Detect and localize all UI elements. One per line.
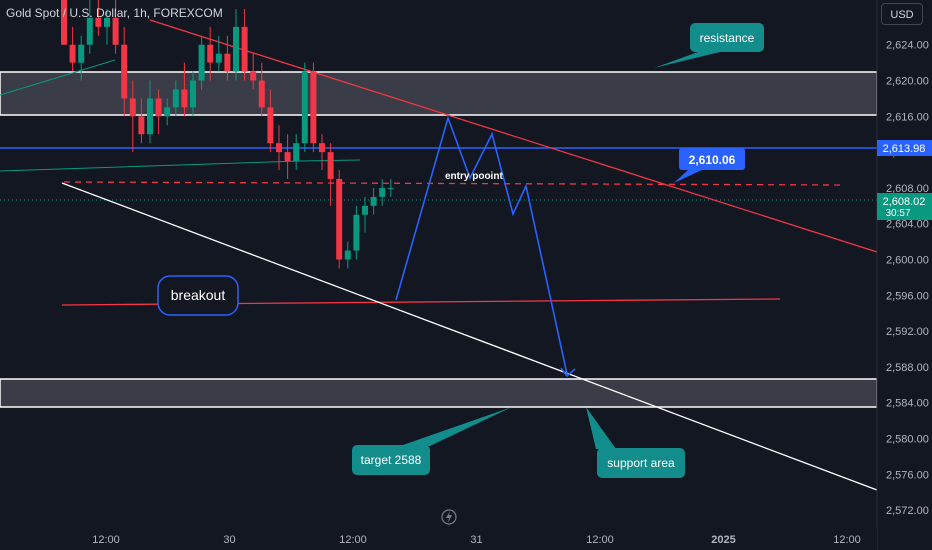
support-zone [0,378,878,408]
candle-body [104,17,110,27]
price-tick-label: 2,584.00 [886,398,929,410]
candle-body [172,89,179,108]
blue-value-callout[interactable]: 2,610.06 [674,148,745,183]
time-axis[interactable] [0,528,877,550]
time-tick-label: 12:00 [92,534,120,546]
candle-body [215,53,222,63]
price-tick-label: 2,624.00 [886,40,929,52]
candle-body [310,71,317,144]
blue-price-tag-text: 2,613.98 [883,143,926,155]
candle-body [121,44,128,99]
price-tick-label: 2,608.00 [886,183,929,195]
price-tick-label: 2,620.00 [886,76,929,88]
candle-body [387,187,394,189]
price-tick-label: 2,596.00 [886,290,929,302]
candle-body [241,26,248,72]
candle-body [129,98,136,117]
projection-path [395,115,568,375]
current-price-tag-text: 2,608.02 [883,196,926,208]
breakout-label: breakout [171,287,226,303]
price-tick-label: 2,576.00 [886,469,929,481]
candle-body [190,80,196,108]
lightning-icon[interactable] [441,509,457,525]
current-price-tag: 2,608.02 30:57 [877,193,932,220]
resistance-zone [0,71,878,116]
candle-body [164,107,171,117]
candle-body [207,44,214,63]
price-tick-label: 2,592.00 [886,326,929,338]
currency-button[interactable]: USD [881,3,923,25]
time-tick-label: 12:00 [586,534,614,546]
blue-price-tag: 2,613.98 [877,140,932,156]
candle-body [181,89,188,108]
support-callout[interactable]: support area [586,407,685,478]
candles-group [61,0,394,269]
candle-body [319,143,325,153]
candle-body [233,26,239,72]
candle-body [301,71,308,144]
candle-body [362,205,368,215]
time-tick-label: 12:00 [339,534,367,546]
time-tick-label: 31 [470,534,482,546]
projection-arrowhead [560,367,576,378]
target-callout[interactable]: target 2588 [352,407,512,475]
support-trendline[interactable] [61,182,878,491]
candle-body [344,250,351,260]
support-area-label: support area [607,456,675,470]
time-tick-label: 12:00 [833,534,861,546]
candle-body [284,152,291,162]
candle-body [78,44,85,63]
candle-body [86,17,93,45]
price-tick-label: 2,604.00 [886,219,929,231]
candle-body [293,143,300,162]
green-trend-line [0,59,116,96]
entry-dashed-line[interactable] [63,181,843,186]
candle-body [258,80,265,108]
time-tick-label: 30 [223,534,235,546]
candle-body [224,53,231,72]
candle-body [353,214,360,251]
descending-trendline[interactable] [149,19,878,253]
candle-body [138,116,145,135]
candle-body [147,98,153,135]
price-tick-label: 2,616.00 [886,111,929,123]
entry-point-label: entry pooint [445,171,503,182]
candle-body [69,44,76,63]
candle-body [327,152,334,179]
candle-body [112,17,119,45]
price-tick-label: 2,580.00 [886,434,929,446]
candle-body [250,71,257,81]
resistance-label: resistance [700,31,755,45]
symbol-title[interactable]: Gold Spot / U.S. Dollar, 1h, FOREXCOM [6,6,223,20]
green-flat-line [0,159,361,172]
candle-body [95,17,102,27]
blue-value-label: 2,610.06 [689,153,736,167]
time-axis-ticks: 12:00 30 12:00 31 12:00 2025 12:00 [92,534,861,546]
candle-body [198,44,205,81]
candle-body [379,187,386,197]
price-tick-label: 2,588.00 [886,362,929,374]
price-axis[interactable] [876,0,932,550]
resistance-callout[interactable]: resistance [654,23,764,68]
candle-body [336,178,343,260]
price-axis-ticks: 2,572.00 2,576.00 2,580.00 2,584.00 2,588.00… [886,40,929,517]
candle-body [155,98,162,117]
candle-body [276,143,282,153]
price-tick-label: 2,572.00 [886,505,929,517]
time-tick-label: 2025 [711,534,735,546]
candle-body [61,0,67,45]
candle-body [267,107,274,144]
candle-body [370,196,377,206]
breakout-callout[interactable]: breakout [157,275,239,316]
target-label: target 2588 [361,453,422,467]
price-tick-label: 2,600.00 [886,255,929,267]
countdown-text: 30:57 [885,208,910,219]
